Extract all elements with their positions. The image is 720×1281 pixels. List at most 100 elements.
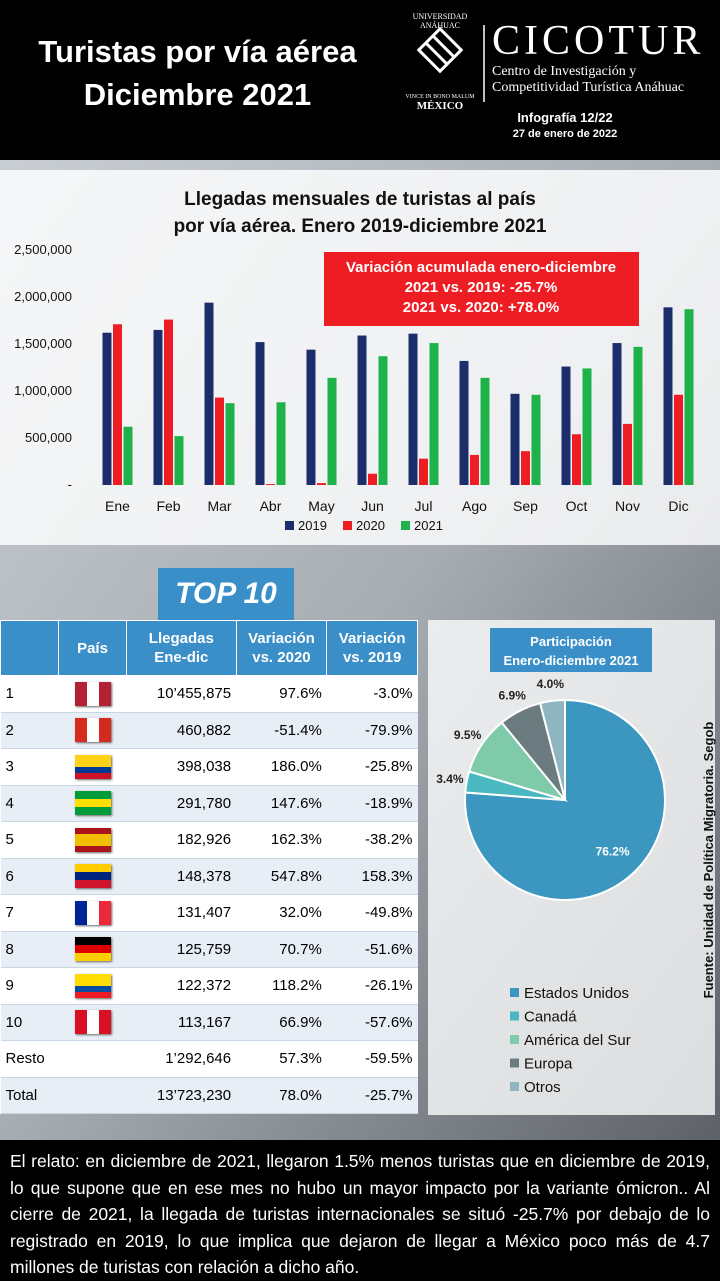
flag-cell — [58, 1040, 127, 1078]
value-cell: 13’723,230 — [126, 1077, 237, 1114]
bar — [408, 333, 418, 485]
bar — [102, 332, 112, 485]
header-title: Turistas por vía aérea Diciembre 2021 — [0, 30, 395, 116]
pie-label: 76.2% — [596, 844, 630, 858]
issue-number: Infografía 12/22 — [517, 110, 613, 125]
bar — [255, 342, 265, 485]
bar — [317, 483, 326, 485]
value-cell: 78.0% — [236, 1077, 327, 1114]
annotation: 2021 vs. 2019: -25.7% — [405, 279, 558, 296]
legend-label: Estados Unidos — [524, 985, 629, 1002]
bar — [561, 366, 571, 485]
issue: Infografía 12/22 27 de enero de 2022 — [495, 110, 635, 140]
legend-swatch — [285, 521, 294, 530]
value-cell: 186.0% — [236, 748, 327, 786]
rank-cell: Total — [0, 1077, 59, 1114]
header-cell — [0, 620, 59, 676]
value-cell: 97.6% — [236, 675, 327, 713]
flag-cell — [58, 675, 127, 713]
pie-slice — [538, 698, 566, 801]
value-cell: 158.3% — [326, 858, 418, 895]
legend-label: 2019 — [298, 518, 327, 533]
legend-label: Otros — [524, 1079, 561, 1096]
value-cell: -25.7% — [326, 1077, 418, 1114]
pie-title-box — [490, 628, 652, 672]
bar — [459, 360, 469, 485]
flag — [74, 754, 111, 779]
legend-label: América del Sur — [524, 1032, 631, 1049]
chart-title: Llegadas mensuales de turistas al país — [184, 189, 536, 210]
bar — [510, 393, 520, 485]
rank-cell: 1 — [0, 675, 59, 713]
x-tick-label: Jul — [415, 498, 433, 514]
x-tick-label: Sep — [513, 498, 538, 514]
table-row: 6 148,378 547.8% 158.3% — [0, 858, 418, 895]
title-line: Diciembre 2021 — [83, 77, 312, 112]
bar — [357, 335, 367, 485]
table-row: 2 460,882 -51.4% -79.9% — [0, 712, 418, 749]
header-text: Llegadas — [148, 630, 214, 647]
flag — [74, 827, 111, 852]
x-tick-label: Jun — [361, 498, 384, 514]
header-cell: País — [58, 620, 127, 676]
bar — [164, 319, 173, 485]
flag-cell — [58, 1077, 127, 1114]
legend-swatch — [401, 521, 410, 530]
bar — [378, 356, 388, 485]
flag — [74, 973, 111, 998]
header-text: Ene-dic — [154, 649, 209, 666]
header-cell: Llegadas Ene-dic — [126, 620, 237, 676]
bar — [123, 426, 133, 485]
rank-cell: Resto — [0, 1040, 59, 1078]
flag-cell — [58, 1004, 127, 1041]
value-cell: -49.8% — [326, 894, 418, 932]
header-text: vs. 2020 — [252, 649, 311, 666]
value-cell: -18.9% — [326, 785, 418, 822]
flag — [74, 718, 111, 743]
value-cell: 10’455,875 — [126, 675, 237, 713]
bar — [306, 349, 316, 485]
legend-label: Canadá — [524, 1009, 577, 1026]
flag-cell — [58, 712, 127, 749]
narrative: El relato: en diciembre de 2021, llegaro… — [10, 1151, 710, 1277]
flag — [74, 864, 111, 889]
value-cell: 32.0% — [236, 894, 327, 932]
header-cell: Variación vs. 2019 — [326, 620, 418, 676]
table-row: 3 398,038 186.0% -25.8% — [0, 748, 418, 786]
rank-cell: 3 — [0, 748, 59, 786]
bar — [684, 309, 694, 485]
bar — [429, 343, 439, 485]
legend-swatch — [510, 1035, 519, 1044]
flag-cell — [58, 858, 127, 895]
header-row: País Llegadas Ene-dic Variación vs. 2020 Vari… — [0, 620, 418, 676]
source: Fuente: Unidad de Política Migratoria. S… — [701, 722, 716, 999]
university-name: UNIVERSIDAD ANÁHUAC — [412, 12, 468, 30]
value-cell: -25.8% — [326, 748, 418, 786]
header-band — [0, 0, 720, 160]
brand: CICOTUR Centro de Investigación y Compet… — [492, 18, 704, 96]
value-cell: -3.0% — [326, 675, 418, 713]
flag-cell — [58, 967, 127, 1005]
legend-label: Europa — [524, 1056, 573, 1073]
value-cell: 147.6% — [236, 785, 327, 822]
x-tick-label: Dic — [668, 498, 688, 514]
bar — [480, 377, 490, 485]
bar — [633, 346, 643, 485]
x-tick-label: Oct — [566, 498, 588, 514]
value-cell: 125,759 — [126, 931, 237, 968]
flag — [74, 681, 111, 706]
y-tick-label: 1,000,000 — [14, 383, 72, 398]
bar — [327, 377, 337, 485]
bar — [612, 343, 622, 485]
bar — [674, 394, 683, 485]
legend-swatch — [510, 988, 519, 997]
value-cell: 66.9% — [236, 1004, 327, 1041]
value-cell: 70.7% — [236, 931, 327, 968]
bar — [174, 436, 184, 485]
value-cell: -59.5% — [326, 1040, 418, 1078]
bar — [419, 458, 428, 485]
value-cell: 148,378 — [126, 858, 237, 895]
value-cell: 113,167 — [126, 1004, 237, 1041]
flag-cell — [58, 785, 127, 822]
bar — [225, 403, 235, 485]
